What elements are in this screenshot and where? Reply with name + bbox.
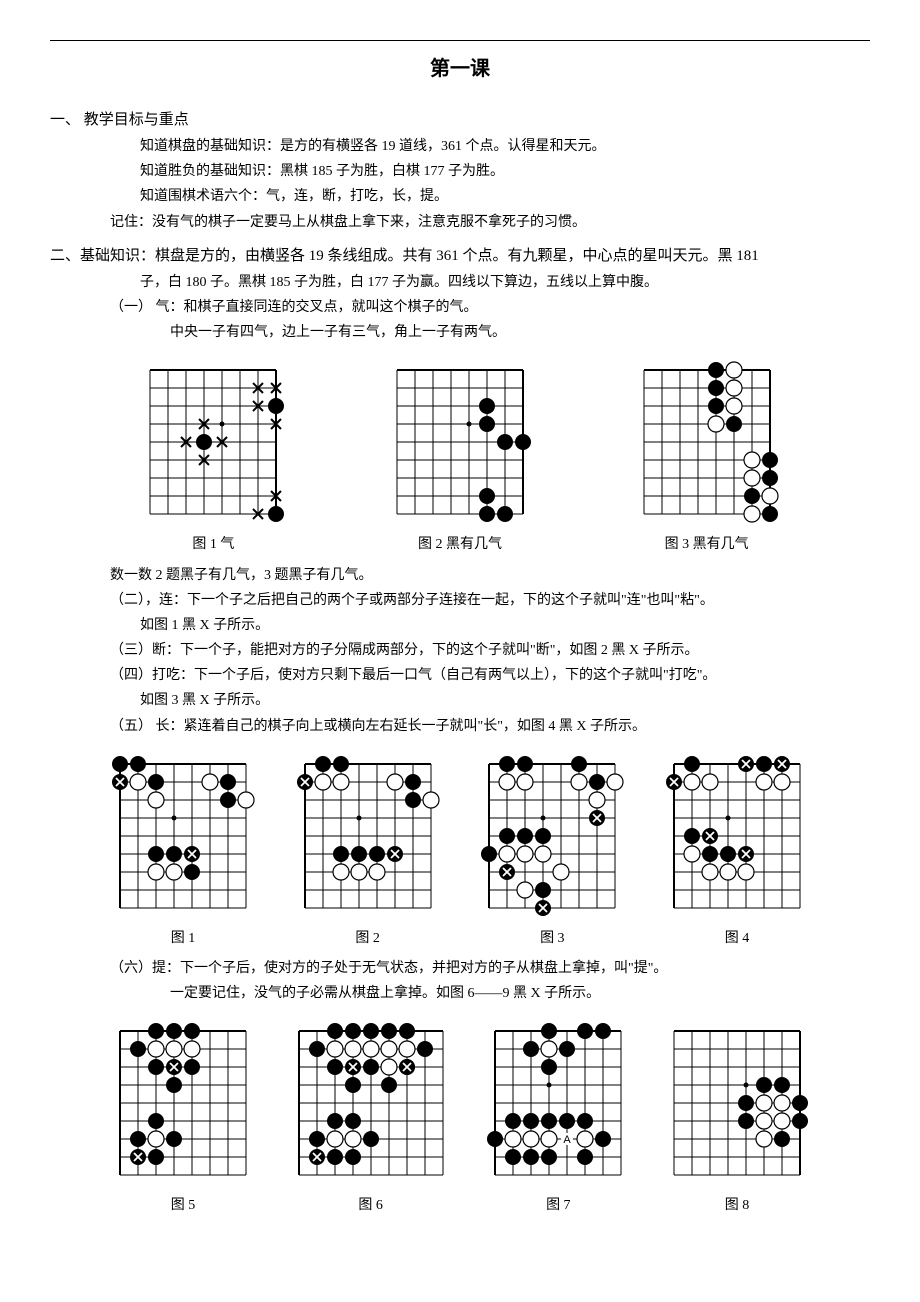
top-rule [50, 40, 870, 41]
svg-text:A: A [564, 1134, 572, 1146]
item-5: （五） 长：紧连着自己的棋子向上或横向左右延长一子就叫"长"，如图 4 黑 X … [50, 714, 870, 739]
board-row-1: 图 1 气 图 2 黑有几气 图 3 黑有几气 [50, 360, 870, 557]
board-svg-r2-2 [295, 754, 441, 918]
caption-r3-3: 图 7 [546, 1193, 571, 1218]
page-title: 第一课 [50, 51, 870, 87]
caption-r3-1: 图 5 [171, 1193, 196, 1218]
sec1-line-0: 知道棋盘的基础知识：是方的有横竖各 19 道线，361 个点。认得星和天元。 [50, 134, 870, 159]
caption-r1-1: 图 1 气 [192, 532, 234, 557]
caption-r2-1: 图 1 [171, 926, 196, 951]
board-svg-r2-4 [664, 754, 810, 918]
item-2b: 如图 1 黑 X 子所示。 [50, 613, 870, 638]
caption-r3-2: 图 6 [358, 1193, 383, 1218]
board-r2-2: 图 2 [295, 754, 441, 951]
board-r2-3: 图 3 [479, 754, 625, 951]
sec1-line-1: 知道胜负的基础知识：黑棋 185 子为胜，白棋 177 子为胜。 [50, 159, 870, 184]
board-r3-2: 图 6 [289, 1021, 453, 1218]
item-4b: 如图 3 黑 X 子所示。 [50, 688, 870, 713]
item-3: （三）断：下一个子，能把对方的子分隔成两部分，下的这个子就叫"断"，如图 2 黑… [50, 638, 870, 663]
board-r2-1: 图 1 [110, 754, 256, 951]
item-6b: 一定要记住，没气的子必需从棋盘上拿掉。如图 6——9 黑 X 子所示。 [50, 981, 870, 1006]
caption-r1-2: 图 2 黑有几气 [418, 532, 502, 557]
sec1-line-3: 记住：没有气的棋子一定要马上从棋盘上拿下来，注意克服不拿死子的习惯。 [50, 210, 870, 235]
section-2: 二、基础知识：棋盘是方的，由横竖各 19 条线组成。共有 361 个点。有九颗星… [50, 243, 870, 346]
board-svg-r3-4 [664, 1021, 810, 1185]
board-r3-1: 图 5 [110, 1021, 256, 1218]
caption-r2-3: 图 3 [540, 926, 565, 951]
item-2: （二），连：下一个子之后把自己的两个子或两部分子连接在一起，下的这个子就叫"连"… [50, 588, 870, 613]
board-svg-r3-1 [110, 1021, 256, 1185]
caption-r2-4: 图 4 [725, 926, 750, 951]
item-1: （一） 气：和棋子直接同连的交叉点，就叫这个棋子的气。 [50, 295, 870, 320]
board-r3-4: 图 8 [664, 1021, 810, 1218]
board-row-3: 图 5 图 6 A 图 7 图 8 [50, 1021, 870, 1218]
board-r3-3: A 图 7 [485, 1021, 631, 1218]
board-svg-r3-3: A [485, 1021, 631, 1185]
caption-r3-4: 图 8 [725, 1193, 750, 1218]
board-r1-1: 图 1 气 [140, 360, 286, 557]
caption-r2-2: 图 2 [355, 926, 380, 951]
note-1: 数一数 2 题黑子有几气，3 题黑子有几气。 [50, 563, 870, 588]
sec1-heading: 一、 教学目标与重点 [50, 107, 870, 134]
board-r2-4: 图 4 [664, 754, 810, 951]
board-r1-3: 图 3 黑有几气 [634, 360, 780, 557]
item-4: （四）打吃：下一个子后，使对方只剩下最后一口气（自己有两气以上），下的这个子就叫… [50, 663, 870, 688]
board-svg-r1-2 [387, 360, 533, 524]
sec2-heading: 二、基础知识：棋盘是方的，由横竖各 19 条线组成。共有 361 个点。有九颗星… [50, 243, 870, 270]
sec2-heading-cont: 子，白 180 子。黑棋 185 子为胜，白 177 子为赢。四线以下算边，五线… [50, 270, 870, 295]
board-svg-r2-3 [479, 754, 625, 918]
sec1-line-2: 知道围棋术语六个：气，连，断，打吃，长，提。 [50, 184, 870, 209]
board-svg-r1-3 [634, 360, 780, 524]
board-svg-r2-1 [110, 754, 256, 918]
item-1b: 中央一子有四气，边上一子有三气，角上一子有两气。 [50, 320, 870, 345]
board-row-2: 图 1 图 2 图 3 图 4 [50, 754, 870, 951]
item-6: （六）提：下一个子后，使对方的子处于无气状态，并把对方的子从棋盘上拿掉，叫"提"… [50, 956, 870, 981]
board-svg-r3-2 [289, 1021, 453, 1185]
board-r1-2: 图 2 黑有几气 [387, 360, 533, 557]
board-svg-r1-1 [140, 360, 286, 524]
caption-r1-3: 图 3 黑有几气 [665, 532, 749, 557]
section-1: 一、 教学目标与重点 知道棋盘的基础知识：是方的有横竖各 19 道线，361 个… [50, 107, 870, 235]
